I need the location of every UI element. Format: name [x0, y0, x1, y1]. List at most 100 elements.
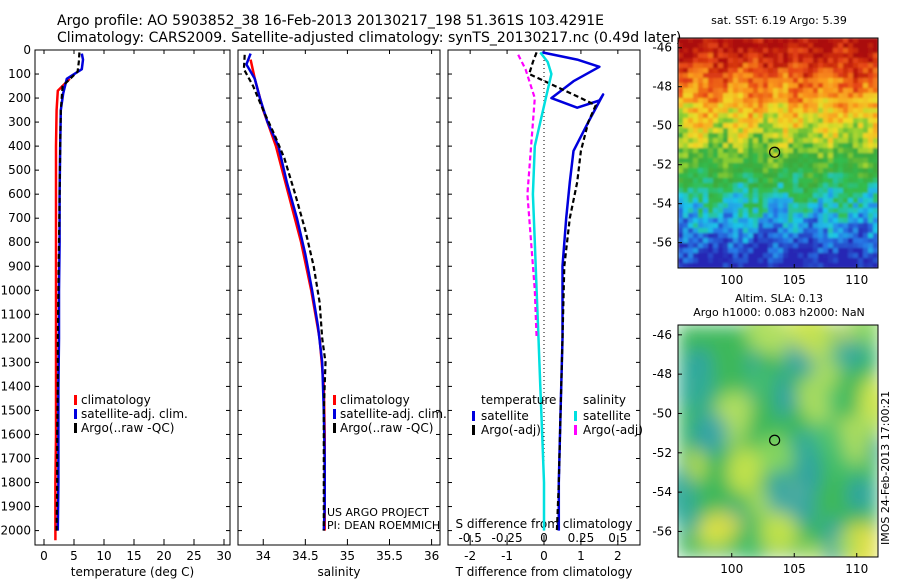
sst-cell	[813, 133, 819, 139]
sst-cell	[698, 93, 704, 99]
sst-cell	[873, 43, 878, 49]
sst-cell	[763, 43, 769, 49]
sst-cell	[743, 93, 749, 99]
sst-cell	[728, 73, 734, 79]
sst-cell	[828, 228, 834, 234]
legend-label: Argo(-adj)	[583, 423, 643, 437]
sst-cell	[703, 258, 709, 264]
sst-cell	[748, 158, 754, 164]
sst-cell	[828, 233, 834, 239]
sst-cell	[728, 178, 734, 184]
sst-cell	[773, 248, 779, 254]
sst-cell	[813, 238, 819, 244]
sst-cell	[813, 93, 819, 99]
imos-stamp: IMOS 24-Feb-2013 17:00:21	[879, 391, 892, 545]
sst-cell	[733, 163, 739, 169]
sst-cell	[793, 198, 799, 204]
sst-cell	[708, 143, 714, 149]
sst-cell	[738, 138, 744, 144]
sst-cell	[858, 158, 864, 164]
sst-cell	[843, 143, 849, 149]
sst-cell	[838, 208, 844, 214]
sst-cell	[688, 88, 694, 94]
sst-cell	[828, 78, 834, 84]
sst-cell	[788, 213, 794, 219]
argo-location-marker	[769, 146, 781, 158]
sst-cell	[713, 128, 719, 134]
sst-cell	[768, 168, 774, 174]
sst-cell	[848, 93, 854, 99]
sst-cell	[803, 113, 809, 119]
sst-cell	[713, 173, 719, 179]
sst-cell	[738, 163, 744, 169]
sst-cell	[808, 138, 814, 144]
series-line-1	[528, 52, 597, 531]
top-tick-label: 0.5	[608, 531, 627, 545]
sst-cell	[858, 248, 864, 254]
sst-cell	[748, 203, 754, 209]
sst-cell	[863, 128, 869, 134]
sst-cell	[873, 143, 878, 149]
sst-cell	[838, 123, 844, 129]
sst-cell	[708, 128, 714, 134]
sst-cell	[678, 128, 684, 134]
sst-cell	[778, 208, 784, 214]
sst-cell	[873, 73, 878, 79]
sst-cell	[723, 203, 729, 209]
map-x-tick-label: 110	[845, 562, 868, 576]
sst-cell	[778, 108, 784, 114]
sst-cell	[688, 68, 694, 74]
sst-cell	[678, 93, 684, 99]
sst-cell	[788, 198, 794, 204]
sst-cell	[698, 248, 704, 254]
y-tick-label: 1900	[0, 500, 31, 514]
sst-cell	[738, 63, 744, 69]
sst-cell	[758, 158, 764, 164]
sst-cell	[693, 213, 699, 219]
sst-cell	[683, 138, 689, 144]
sst-cell	[728, 133, 734, 139]
y-tick-label: 1000	[0, 283, 31, 297]
sst-cell	[858, 258, 864, 264]
sst-cell	[713, 158, 719, 164]
sst-cell	[688, 118, 694, 124]
sst-cell	[733, 43, 739, 49]
sst-cell	[823, 133, 829, 139]
sst-cell	[813, 158, 819, 164]
sst-cell	[748, 223, 754, 229]
sst-cell	[708, 148, 714, 154]
sst-cell	[743, 163, 749, 169]
sst-cell	[803, 183, 809, 189]
sst-cell	[738, 168, 744, 174]
sst-cell	[713, 118, 719, 124]
sst-cell	[753, 93, 759, 99]
sst-cell	[858, 58, 864, 64]
sst-cell	[783, 133, 789, 139]
sst-cell	[733, 73, 739, 79]
sst-cell	[843, 73, 849, 79]
sst-cell	[698, 188, 704, 194]
sst-cell	[813, 233, 819, 239]
sst-cell	[838, 243, 844, 249]
sst-cell	[803, 193, 809, 199]
sst-cell	[728, 238, 734, 244]
sst-cell	[708, 68, 714, 74]
sst-cell	[853, 78, 859, 84]
sst-cell	[738, 183, 744, 189]
sst-cell	[803, 123, 809, 129]
sst-cell	[793, 188, 799, 194]
sst-cell	[853, 223, 859, 229]
x-tick-label: -2	[464, 549, 476, 563]
sst-cell	[768, 113, 774, 119]
series-line-2	[242, 54, 327, 531]
sst-cell	[858, 48, 864, 54]
sst-cell	[743, 123, 749, 129]
sst-cell	[733, 263, 739, 268]
sst-cell	[688, 138, 694, 144]
sst-cell	[858, 123, 864, 129]
sst-cell	[738, 158, 744, 164]
sst-cell	[693, 83, 699, 89]
sst-cell	[798, 233, 804, 239]
sst-cell	[733, 208, 739, 214]
sst-cell	[798, 183, 804, 189]
